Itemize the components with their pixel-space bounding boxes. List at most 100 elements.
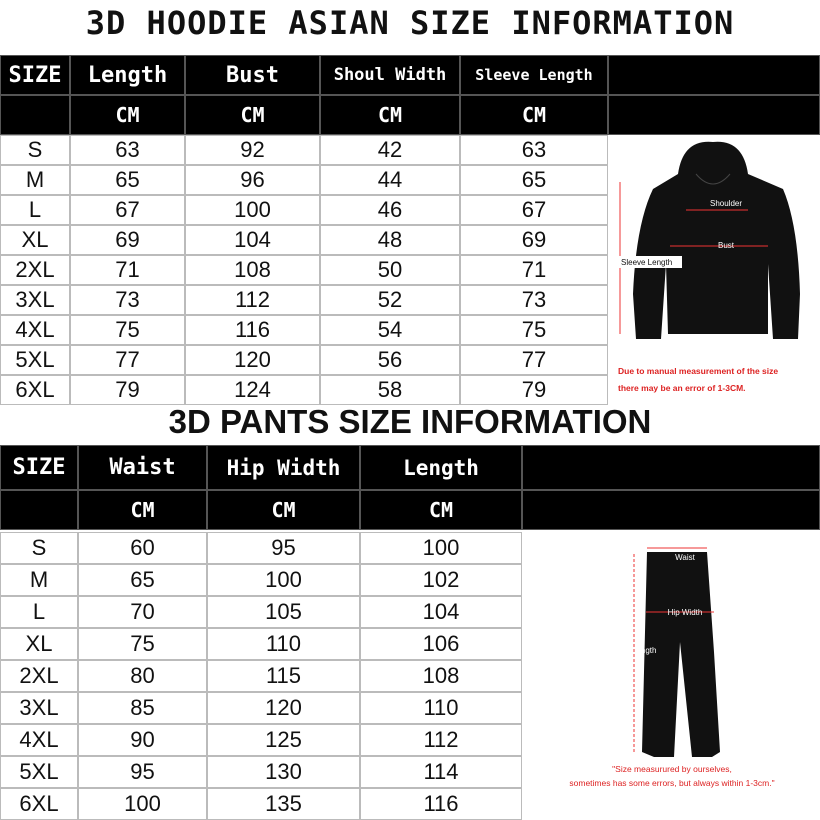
unit-cell: CM (207, 490, 360, 530)
value-cell: 79 (460, 375, 608, 405)
value-cell: 69 (460, 225, 608, 255)
value-cell: 65 (78, 564, 207, 596)
value-cell: 85 (78, 692, 207, 724)
unit-cell: CM (78, 490, 207, 530)
column-header: Bust (185, 55, 320, 95)
size-cell: S (0, 532, 78, 564)
value-cell: 100 (207, 564, 360, 596)
value-cell: 114 (360, 756, 522, 788)
value-cell: 70 (78, 596, 207, 628)
value-cell: 54 (320, 315, 460, 345)
hip-label: Hip Width (668, 608, 703, 617)
pants-figure: Waist Hip Width Length "Size measurured … (569, 547, 775, 788)
value-cell: 56 (320, 345, 460, 375)
column-header: Shoul Width (320, 55, 460, 95)
value-cell: 73 (70, 285, 185, 315)
value-cell: 100 (185, 195, 320, 225)
value-cell: 102 (360, 564, 522, 596)
shoulder-label: Shoulder (710, 199, 742, 208)
hoodie-shape (633, 141, 800, 339)
value-cell: 52 (320, 285, 460, 315)
column-header: Sleeve Length (460, 55, 608, 95)
value-cell: 71 (70, 255, 185, 285)
value-cell: 115 (207, 660, 360, 692)
size-cell: 5XL (0, 756, 78, 788)
value-cell: 77 (70, 345, 185, 375)
value-cell: 95 (207, 532, 360, 564)
value-cell: 75 (78, 628, 207, 660)
value-cell: 135 (207, 788, 360, 820)
unit-cell: CM (360, 490, 522, 530)
unit-cell (0, 490, 78, 530)
value-cell: 120 (185, 345, 320, 375)
value-cell: 58 (320, 375, 460, 405)
value-cell: 42 (320, 135, 460, 165)
note-line: sometimes has some errors, but always wi… (569, 778, 774, 788)
value-cell: 110 (360, 692, 522, 724)
unit-cell: CM (320, 95, 460, 135)
header-filler (608, 55, 820, 95)
note-line: Due to manual measurement of the size (618, 366, 778, 376)
value-cell: 110 (207, 628, 360, 660)
value-cell: 65 (460, 165, 608, 195)
size-cell: 4XL (0, 724, 78, 756)
size-cell: 2XL (0, 660, 78, 692)
value-cell: 124 (185, 375, 320, 405)
size-cell: 6XL (0, 788, 78, 820)
unit-cell (0, 95, 70, 135)
value-cell: 77 (460, 345, 608, 375)
value-cell: 108 (360, 660, 522, 692)
column-header: Length (360, 445, 522, 490)
value-cell: 67 (70, 195, 185, 225)
value-cell: 112 (185, 285, 320, 315)
value-cell: 80 (78, 660, 207, 692)
unit-cell: CM (185, 95, 320, 135)
value-cell: 100 (360, 532, 522, 564)
value-cell: 73 (460, 285, 608, 315)
value-cell: 104 (360, 596, 522, 628)
value-cell: 46 (320, 195, 460, 225)
value-cell: 105 (207, 596, 360, 628)
value-cell: 44 (320, 165, 460, 195)
value-cell: 100 (78, 788, 207, 820)
header-filler (608, 95, 820, 135)
header-filler (522, 490, 820, 530)
value-cell: 95 (78, 756, 207, 788)
note-line: there may be an error of 1-3CM. (618, 383, 746, 393)
size-cell: XL (0, 225, 70, 255)
column-header: Waist (78, 445, 207, 490)
value-cell: 130 (207, 756, 360, 788)
length-label: Length (632, 646, 656, 655)
note-line: "Size measurured by ourselves, (612, 764, 732, 774)
column-header: SIZE (0, 445, 78, 490)
value-cell: 116 (185, 315, 320, 345)
size-cell: S (0, 135, 70, 165)
value-cell: 75 (460, 315, 608, 345)
hood-line (695, 173, 731, 185)
value-cell: 65 (70, 165, 185, 195)
value-cell: 48 (320, 225, 460, 255)
hoodie-title: 3D HOODIE ASIAN SIZE INFORMATION (85, 4, 735, 42)
unit-cell: CM (70, 95, 185, 135)
size-cell: M (0, 564, 78, 596)
value-cell: 50 (320, 255, 460, 285)
value-cell: 125 (207, 724, 360, 756)
sleeve-label: Sleeve Length (621, 258, 672, 267)
label-bg (618, 256, 682, 268)
size-cell: M (0, 165, 70, 195)
column-header: SIZE (0, 55, 70, 95)
value-cell: 96 (185, 165, 320, 195)
size-cell: 4XL (0, 315, 70, 345)
size-cell: L (0, 195, 70, 225)
size-cell: 5XL (0, 345, 70, 375)
pants-shape (642, 552, 720, 757)
value-cell: 63 (460, 135, 608, 165)
size-cell: 6XL (0, 375, 70, 405)
size-cell: 3XL (0, 692, 78, 724)
value-cell: 116 (360, 788, 522, 820)
value-cell: 120 (207, 692, 360, 724)
size-cell: XL (0, 628, 78, 660)
value-cell: 63 (70, 135, 185, 165)
value-cell: 90 (78, 724, 207, 756)
value-cell: 112 (360, 724, 522, 756)
